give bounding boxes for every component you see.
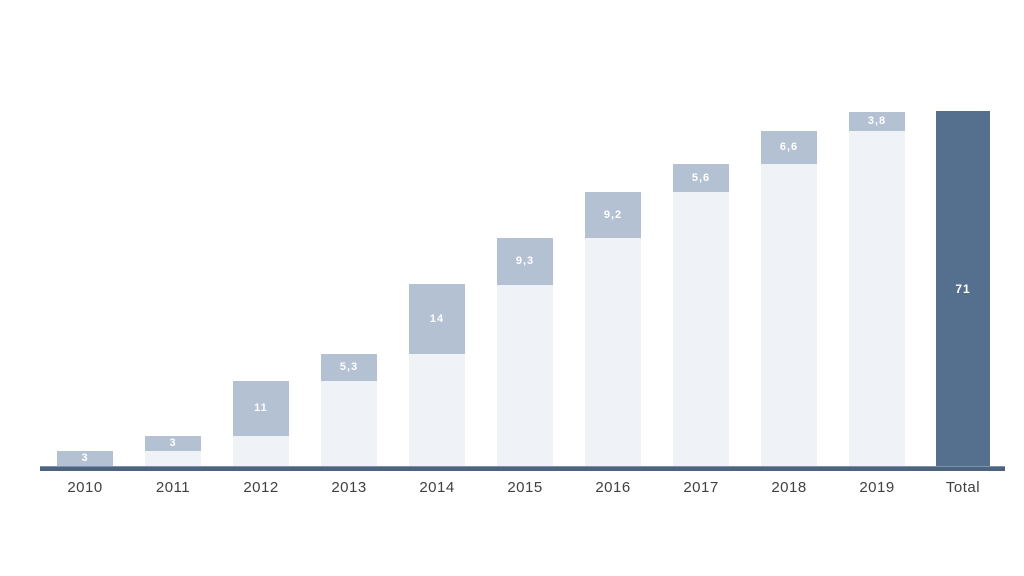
increment-value-label: 3 <box>169 437 177 449</box>
base-segment-2012 <box>233 436 289 466</box>
increment-segment-2013: 5,3 <box>321 354 377 381</box>
increment-segment-2017: 5,6 <box>673 164 729 192</box>
base-segment-2011 <box>145 451 201 466</box>
category-label-total: Total <box>945 479 981 496</box>
category-label-2010: 2010 <box>67 479 103 496</box>
increment-value-label: 3 <box>81 452 89 464</box>
bar-2015: 9,3 <box>497 238 553 466</box>
bar-2014: 14 <box>409 284 465 466</box>
category-label-2016: 2016 <box>595 479 631 496</box>
bar-2012: 11 <box>233 381 289 466</box>
total-segment: 71 <box>936 111 990 466</box>
bar-2018: 6,6 <box>761 131 817 466</box>
increment-value-label: 6,6 <box>779 141 799 153</box>
increment-value-label: 9,2 <box>603 208 623 221</box>
increment-segment-2018: 6,6 <box>761 131 817 164</box>
category-label-2013: 2013 <box>331 479 367 496</box>
base-segment-2014 <box>409 354 465 466</box>
increment-segment-2011: 3 <box>145 436 201 451</box>
total-value-label: 71 <box>955 281 971 296</box>
increment-value-label: 14 <box>429 312 445 325</box>
increment-value-label: 3,8 <box>867 115 887 127</box>
base-segment-2016 <box>585 238 641 466</box>
increment-value-label: 9,3 <box>515 255 535 267</box>
bar-2017: 5,6 <box>673 164 729 466</box>
base-segment-2018 <box>761 164 817 466</box>
bar-total: 71 <box>936 111 990 466</box>
bar-2016: 9,2 <box>585 192 641 466</box>
bar-2010: 3 <box>57 451 113 466</box>
increment-value-label: 11 <box>254 402 268 414</box>
increment-segment-2014: 14 <box>409 284 465 354</box>
increment-segment-2019: 3,8 <box>849 112 905 131</box>
increment-value-label: 5,3 <box>339 361 359 373</box>
category-label-2018: 2018 <box>771 479 807 496</box>
increment-segment-2016: 9,2 <box>585 192 641 238</box>
base-segment-2015 <box>497 285 553 466</box>
increment-value-label: 5,6 <box>691 171 711 184</box>
increment-segment-2010: 3 <box>57 451 113 466</box>
category-label-2015: 2015 <box>507 479 543 496</box>
bar-2011: 3 <box>145 436 201 466</box>
category-label-2017: 2017 <box>683 479 719 496</box>
category-label-2014: 2014 <box>419 479 455 496</box>
category-label-2011: 2011 <box>155 479 191 496</box>
category-label-2019: 2019 <box>859 479 895 496</box>
bar-2013: 5,3 <box>321 354 377 466</box>
base-segment-2019 <box>849 131 905 466</box>
bar-2019: 3,8 <box>849 112 905 466</box>
base-segment-2013 <box>321 381 377 466</box>
x-axis-line <box>40 466 1005 471</box>
base-segment-2017 <box>673 192 729 466</box>
increment-segment-2012: 11 <box>233 381 289 436</box>
category-label-2012: 2012 <box>243 479 279 496</box>
increment-segment-2015: 9,3 <box>497 238 553 285</box>
